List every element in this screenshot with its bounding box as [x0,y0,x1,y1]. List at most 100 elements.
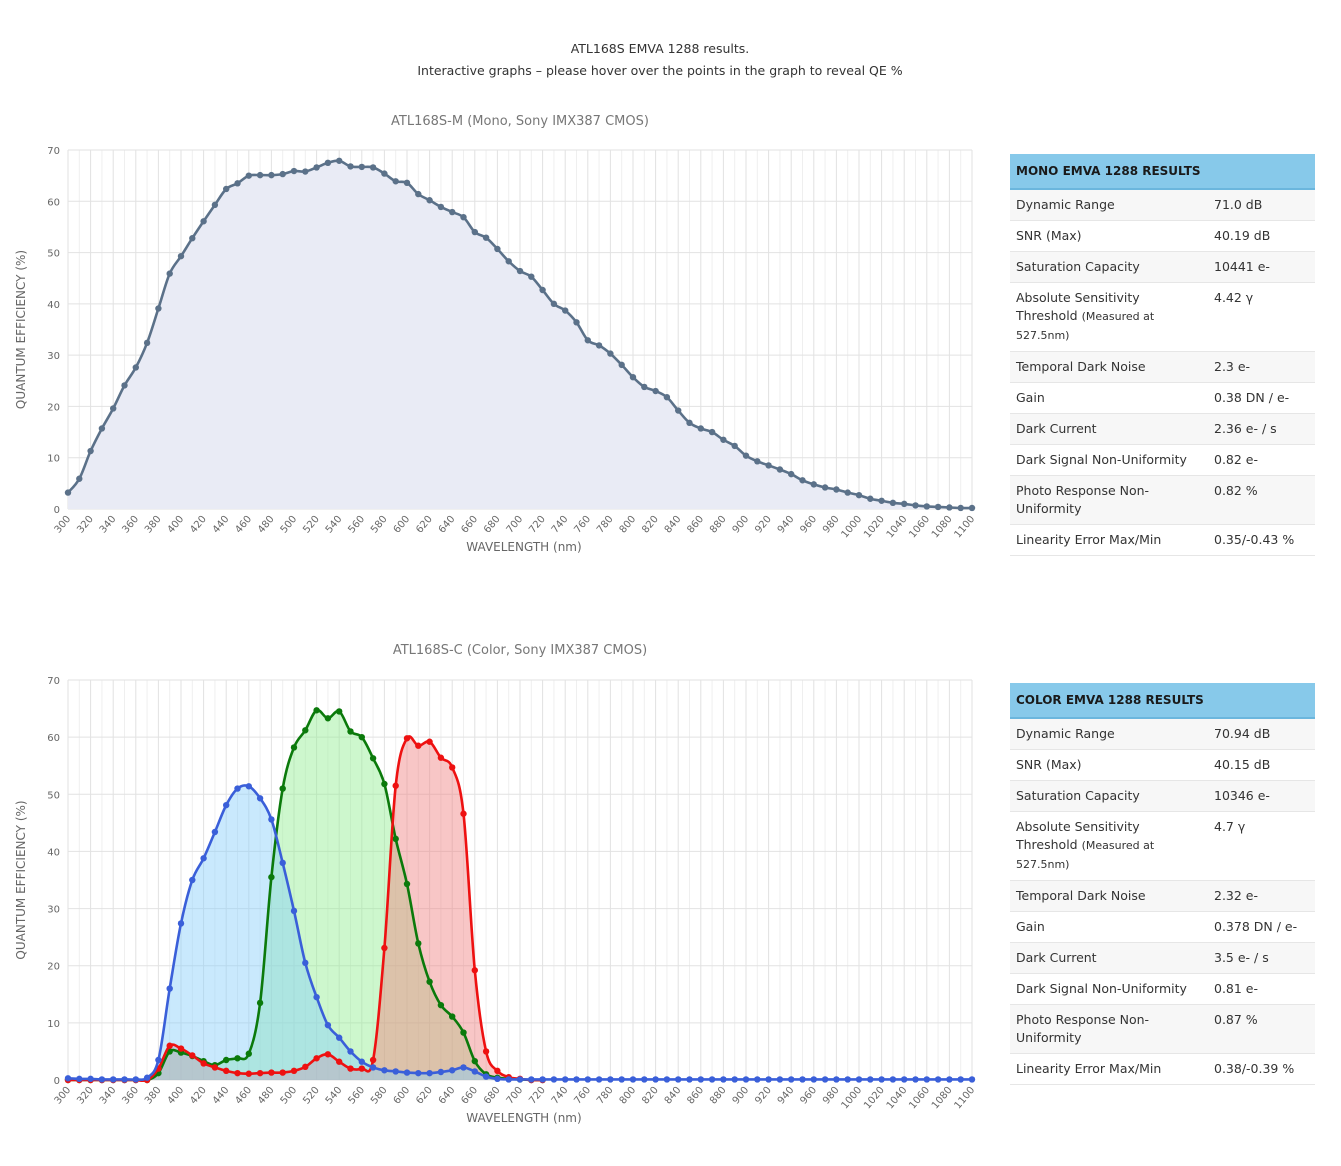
data-point[interactable] [595,1076,603,1083]
data-point[interactable] [584,1076,591,1083]
data-point[interactable] [347,1048,354,1055]
data-point[interactable] [369,164,377,171]
data-point[interactable] [912,1076,919,1083]
data-point[interactable] [76,475,83,482]
data-point[interactable] [844,489,851,496]
data-point[interactable] [776,1076,784,1083]
data-point[interactable] [618,1076,625,1083]
data-point[interactable] [776,466,784,473]
data-point[interactable] [234,1055,241,1062]
data-point[interactable] [562,307,569,314]
data-point[interactable] [121,382,128,389]
data-point[interactable] [268,171,275,179]
data-point[interactable] [369,1064,377,1071]
data-point[interactable] [867,495,874,502]
data-point[interactable] [471,967,478,974]
data-point[interactable] [166,270,173,277]
data-point[interactable] [290,167,298,175]
data-point[interactable] [279,1069,286,1076]
data-point[interactable] [810,481,817,488]
data-point[interactable] [641,1076,648,1083]
data-point[interactable] [426,738,433,745]
data-point[interactable] [641,383,648,391]
data-point[interactable] [415,940,422,947]
data-point[interactable] [381,1067,388,1074]
data-point[interactable] [290,1067,298,1075]
data-point[interactable] [607,350,614,357]
data-point[interactable] [245,172,252,179]
data-point[interactable] [256,1069,264,1077]
data-point[interactable] [494,245,501,253]
data-point[interactable] [799,1076,806,1083]
data-point[interactable] [313,993,320,1001]
data-point[interactable] [234,180,241,187]
data-point[interactable] [268,816,275,823]
data-point[interactable] [855,1076,863,1083]
data-point[interactable] [200,855,207,862]
data-point[interactable] [449,208,456,216]
data-point[interactable] [110,405,117,412]
data-point[interactable] [98,425,106,432]
data-point[interactable] [369,755,377,762]
data-point[interactable] [754,458,761,465]
data-point[interactable] [550,300,558,308]
data-point[interactable] [494,1075,501,1083]
data-point[interactable] [618,361,625,369]
data-point[interactable] [901,1076,908,1083]
data-point[interactable] [923,1076,930,1083]
data-point[interactable] [437,1068,445,1076]
data-point[interactable] [302,959,309,967]
data-point[interactable] [708,1076,716,1083]
data-point[interactable] [64,1075,72,1082]
data-point[interactable] [403,179,411,187]
data-point[interactable] [528,1076,535,1083]
data-point[interactable] [166,1042,173,1049]
data-point[interactable] [720,1076,727,1083]
data-point[interactable] [324,715,332,722]
data-point[interactable] [166,985,173,992]
data-point[interactable] [663,393,671,401]
data-point[interactable] [708,428,716,436]
data-point[interactable] [494,1067,501,1075]
data-point[interactable] [460,213,467,221]
data-point[interactable] [189,876,196,884]
data-point[interactable] [234,785,241,792]
data-point[interactable] [223,185,230,193]
data-point[interactable] [821,1076,829,1083]
data-point[interactable] [482,234,490,241]
data-point[interactable] [223,1056,230,1064]
data-point[interactable] [460,1064,467,1071]
data-point[interactable] [584,337,591,344]
data-point[interactable] [358,1058,365,1065]
data-point[interactable] [765,1076,772,1083]
data-point[interactable] [279,859,286,867]
data-point[interactable] [64,489,72,496]
data-point[interactable] [392,782,399,789]
data-point[interactable] [652,1076,659,1083]
data-point[interactable] [302,727,309,734]
data-point[interactable] [742,452,750,459]
data-point[interactable] [336,708,343,715]
data-point[interactable] [482,1073,490,1080]
data-point[interactable] [449,1013,456,1020]
data-point[interactable] [87,1075,94,1083]
data-point[interactable] [302,168,309,175]
data-point[interactable] [629,373,637,381]
data-point[interactable] [946,1076,953,1083]
data-point[interactable] [449,764,456,771]
data-point[interactable] [358,1065,365,1072]
data-point[interactable] [98,1076,106,1083]
data-point[interactable] [437,1001,445,1009]
data-point[interactable] [324,159,332,167]
data-point[interactable] [720,436,727,443]
data-point[interactable] [245,1070,252,1077]
data-point[interactable] [957,1076,964,1083]
data-point[interactable] [313,707,320,714]
data-point[interactable] [957,504,964,512]
data-point[interactable] [234,1069,241,1077]
data-point[interactable] [336,1034,343,1041]
data-point[interactable] [460,810,467,817]
data-point[interactable] [403,880,411,888]
data-point[interactable] [211,1064,219,1071]
data-point[interactable] [437,754,445,761]
